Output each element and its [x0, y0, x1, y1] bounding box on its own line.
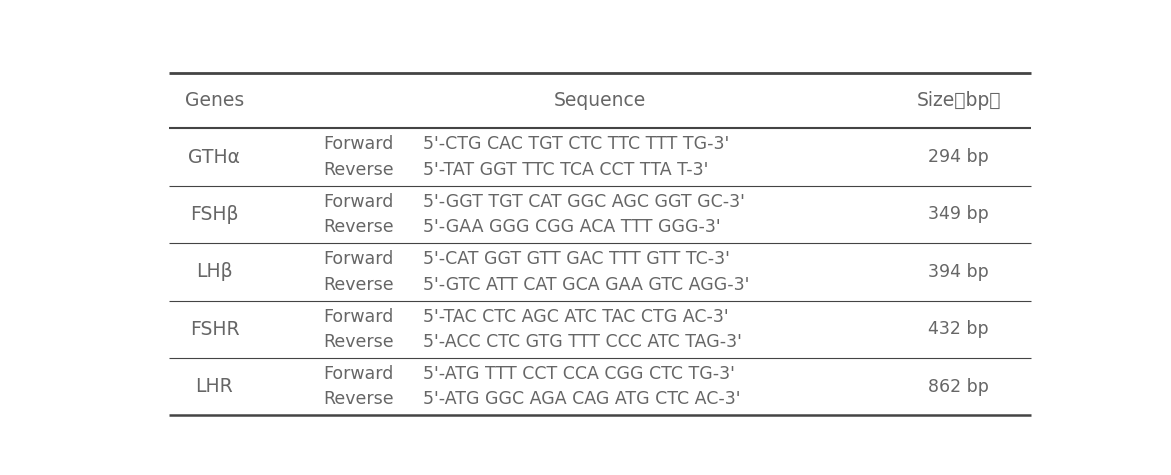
Text: 5'-CAT GGT GTT GAC TTT GTT TC-3': 5'-CAT GGT GTT GAC TTT GTT TC-3'	[423, 250, 730, 268]
Text: Forward: Forward	[323, 193, 393, 211]
Text: LHβ: LHβ	[196, 262, 233, 281]
Text: 394 bp: 394 bp	[929, 263, 989, 281]
Text: Reverse: Reverse	[323, 218, 393, 236]
Text: 5'-ATG GGC AGA CAG ATG CTC AC-3': 5'-ATG GGC AGA CAG ATG CTC AC-3'	[423, 390, 741, 408]
Text: Size（bp）: Size（bp）	[917, 91, 1001, 110]
Text: Reverse: Reverse	[323, 390, 393, 408]
Text: Reverse: Reverse	[323, 161, 393, 179]
Text: Genes: Genes	[185, 91, 244, 110]
Text: Reverse: Reverse	[323, 333, 393, 351]
Text: 5'-GTC ATT CAT GCA GAA GTC AGG-3': 5'-GTC ATT CAT GCA GAA GTC AGG-3'	[423, 276, 749, 294]
Text: 294 bp: 294 bp	[929, 148, 989, 166]
Text: FSHR: FSHR	[190, 320, 239, 339]
Text: 349 bp: 349 bp	[929, 206, 989, 223]
Text: 862 bp: 862 bp	[929, 378, 989, 396]
Text: Forward: Forward	[323, 308, 393, 326]
Text: FSHβ: FSHβ	[190, 205, 239, 224]
Text: Forward: Forward	[323, 135, 393, 153]
Text: 5'-TAT GGT TTC TCA CCT TTA T-3': 5'-TAT GGT TTC TCA CCT TTA T-3'	[423, 161, 708, 179]
Text: LHR: LHR	[196, 377, 233, 396]
Text: Forward: Forward	[323, 250, 393, 268]
Text: 432 bp: 432 bp	[929, 320, 989, 338]
Text: 5'-CTG CAC TGT CTC TTC TTT TG-3': 5'-CTG CAC TGT CTC TTC TTT TG-3'	[423, 135, 730, 153]
Text: Forward: Forward	[323, 365, 393, 383]
Text: Sequence: Sequence	[554, 91, 646, 110]
Text: 5'-GAA GGG CGG ACA TTT GGG-3': 5'-GAA GGG CGG ACA TTT GGG-3'	[423, 218, 721, 236]
Text: 5'-ATG TTT CCT CCA CGG CTC TG-3': 5'-ATG TTT CCT CCA CGG CTC TG-3'	[423, 365, 735, 383]
Text: GTHα: GTHα	[189, 148, 240, 167]
Text: 5'-GGT TGT CAT GGC AGC GGT GC-3': 5'-GGT TGT CAT GGC AGC GGT GC-3'	[423, 193, 745, 211]
Text: 5'-ACC CTC GTG TTT CCC ATC TAG-3': 5'-ACC CTC GTG TTT CCC ATC TAG-3'	[423, 333, 742, 351]
Text: 5'-TAC CTC AGC ATC TAC CTG AC-3': 5'-TAC CTC AGC ATC TAC CTG AC-3'	[423, 308, 728, 326]
Text: Reverse: Reverse	[323, 276, 393, 294]
